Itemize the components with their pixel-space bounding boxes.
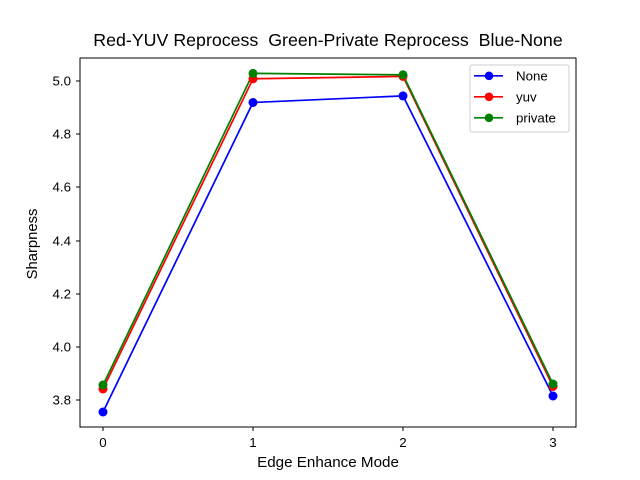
svg-text:4.8: 4.8 [53, 127, 72, 142]
svg-text:5.0: 5.0 [53, 74, 72, 89]
svg-text:1: 1 [249, 435, 256, 450]
svg-text:Red-YUV Reprocess Green-Priva: Red-YUV Reprocess Green-Private Reproces… [93, 30, 563, 50]
svg-text:private: private [516, 110, 556, 125]
svg-text:4.2: 4.2 [53, 287, 72, 302]
svg-text:Sharpness: Sharpness [25, 209, 41, 280]
svg-text:Edge Enhance Mode: Edge Enhance Mode [257, 454, 399, 471]
svg-text:4.4: 4.4 [53, 234, 72, 249]
svg-text:yuv: yuv [516, 89, 537, 104]
svg-text:4.6: 4.6 [53, 180, 72, 195]
svg-text:3.8: 3.8 [53, 393, 72, 408]
svg-text:2: 2 [399, 435, 406, 450]
svg-text:0: 0 [99, 435, 106, 450]
svg-text:4.0: 4.0 [53, 340, 72, 355]
svg-text:3: 3 [549, 435, 556, 450]
svg-text:None: None [516, 68, 548, 83]
